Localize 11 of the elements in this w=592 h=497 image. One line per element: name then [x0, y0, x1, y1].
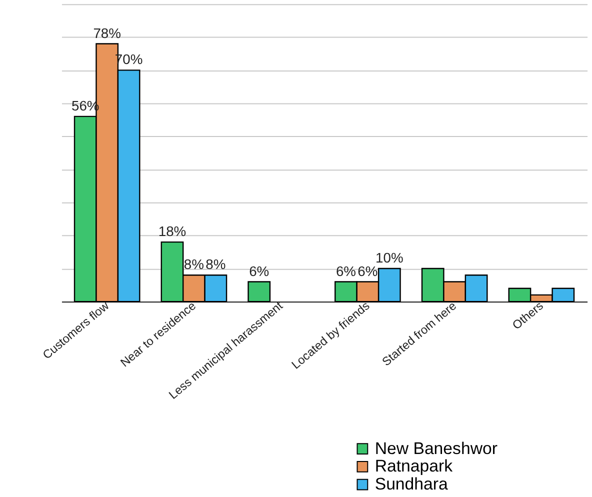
- data-label: 8%: [184, 256, 204, 272]
- data-label: 10%: [376, 250, 404, 266]
- data-label: 78%: [93, 24, 121, 41]
- data-label: 6%: [249, 262, 270, 279]
- legend-label: Sundhara: [374, 474, 449, 494]
- data-label: 6%: [358, 262, 378, 279]
- legend-label: Ratnapark: [374, 456, 454, 476]
- legend-label: New Baneshwor: [374, 438, 498, 458]
- data-label: 18%: [158, 223, 186, 240]
- data-label: 6%: [336, 262, 356, 279]
- data-label: 8%: [206, 256, 226, 272]
